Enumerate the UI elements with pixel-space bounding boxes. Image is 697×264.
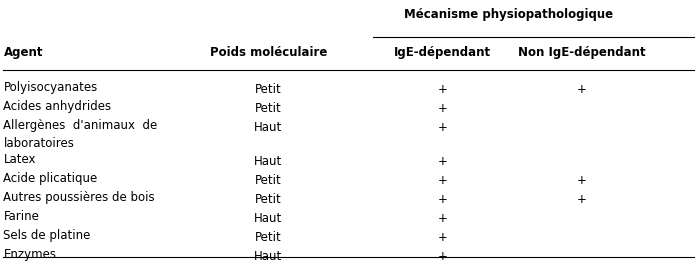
Text: +: +: [438, 174, 447, 187]
Text: Haut: Haut: [254, 155, 282, 168]
Text: +: +: [577, 83, 587, 96]
Text: Allergènes  d'animaux  de
laboratoires: Allergènes d'animaux de laboratoires: [3, 119, 158, 149]
Text: Petit: Petit: [255, 193, 282, 206]
Text: Latex: Latex: [3, 153, 36, 166]
Text: +: +: [438, 212, 447, 225]
Text: +: +: [438, 121, 447, 134]
Text: Polyisocyanates: Polyisocyanates: [3, 81, 98, 93]
Text: +: +: [438, 155, 447, 168]
Text: +: +: [438, 250, 447, 263]
Text: +: +: [438, 102, 447, 115]
Text: Petit: Petit: [255, 102, 282, 115]
Text: +: +: [577, 174, 587, 187]
Text: +: +: [438, 231, 447, 244]
Text: Poids moléculaire: Poids moléculaire: [210, 46, 327, 59]
Text: Farine: Farine: [3, 210, 39, 223]
Text: Haut: Haut: [254, 250, 282, 263]
Text: Haut: Haut: [254, 121, 282, 134]
Text: Agent: Agent: [3, 46, 43, 59]
Text: Petit: Petit: [255, 83, 282, 96]
Text: Petit: Petit: [255, 231, 282, 244]
Text: Autres poussières de bois: Autres poussières de bois: [3, 191, 155, 204]
Text: +: +: [577, 193, 587, 206]
Text: +: +: [438, 193, 447, 206]
Text: Enzymes: Enzymes: [3, 248, 56, 261]
Text: Petit: Petit: [255, 174, 282, 187]
Text: Acides anhydrides: Acides anhydrides: [3, 100, 112, 112]
Text: Sels de platine: Sels de platine: [3, 229, 91, 242]
Text: Mécanisme physiopathologique: Mécanisme physiopathologique: [404, 8, 613, 21]
Text: Acide plicatique: Acide plicatique: [3, 172, 98, 185]
Text: Non IgE-dépendant: Non IgE-dépendant: [518, 46, 646, 59]
Text: IgE-dépendant: IgE-dépendant: [394, 46, 491, 59]
Text: +: +: [438, 83, 447, 96]
Text: Haut: Haut: [254, 212, 282, 225]
